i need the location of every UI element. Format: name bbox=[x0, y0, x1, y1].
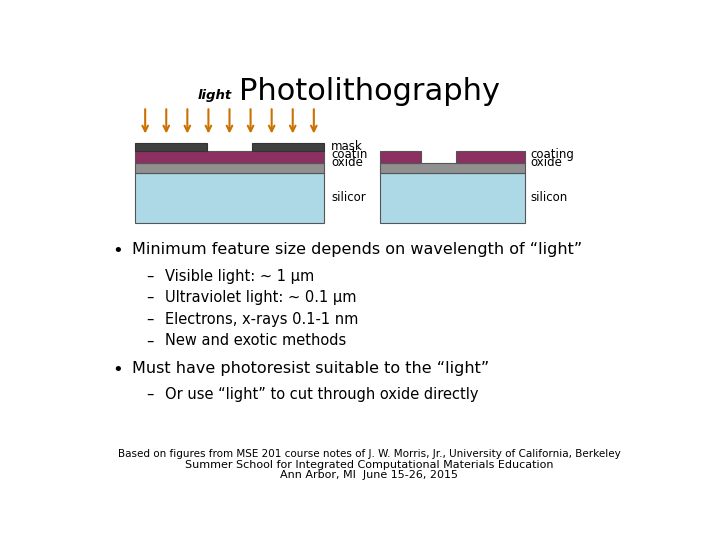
Text: –: – bbox=[145, 387, 153, 402]
Text: •: • bbox=[112, 241, 123, 260]
Text: –: – bbox=[145, 333, 153, 348]
Text: –: – bbox=[145, 268, 153, 284]
Text: Summer School for Integrated Computational Materials Education: Summer School for Integrated Computation… bbox=[185, 460, 553, 470]
Text: Based on figures from MSE 201 course notes of J. W. Morris, Jr., University of C: Based on figures from MSE 201 course not… bbox=[117, 449, 621, 460]
Text: New and exotic methods: New and exotic methods bbox=[166, 333, 346, 348]
Text: Ann Arbor, MI  June 15-26, 2015: Ann Arbor, MI June 15-26, 2015 bbox=[280, 470, 458, 480]
Bar bbox=[135, 163, 324, 173]
Text: oxide: oxide bbox=[531, 156, 563, 169]
Text: Electrons, x-rays 0.1-1 nm: Electrons, x-rays 0.1-1 nm bbox=[166, 312, 359, 327]
Text: –: – bbox=[145, 312, 153, 327]
Bar bbox=[135, 151, 324, 163]
Text: Photolithography: Photolithography bbox=[238, 77, 500, 106]
Text: Must have photoresist suitable to the “light”: Must have photoresist suitable to the “l… bbox=[132, 361, 489, 376]
Text: light: light bbox=[197, 89, 231, 102]
Text: silicon: silicon bbox=[531, 191, 568, 204]
Text: coating: coating bbox=[531, 148, 575, 161]
Text: Visible light: ~ 1 μm: Visible light: ~ 1 μm bbox=[166, 268, 315, 284]
Text: coatin: coatin bbox=[331, 148, 367, 161]
Bar bbox=[252, 143, 324, 151]
Text: oxide: oxide bbox=[331, 156, 363, 169]
Text: Ultraviolet light: ~ 0.1 μm: Ultraviolet light: ~ 0.1 μm bbox=[166, 290, 357, 305]
Text: –: – bbox=[145, 290, 153, 305]
Bar bbox=[456, 151, 526, 163]
Text: silicor: silicor bbox=[331, 191, 366, 204]
Bar bbox=[135, 173, 324, 223]
Text: mask: mask bbox=[331, 140, 363, 153]
Bar bbox=[380, 163, 526, 173]
Text: Or use “light” to cut through oxide directly: Or use “light” to cut through oxide dire… bbox=[166, 387, 479, 402]
Bar bbox=[380, 173, 526, 223]
Text: •: • bbox=[112, 361, 123, 379]
Bar bbox=[380, 151, 420, 163]
Text: Minimum feature size depends on wavelength of “light”: Minimum feature size depends on waveleng… bbox=[132, 241, 582, 256]
Bar bbox=[135, 143, 207, 151]
